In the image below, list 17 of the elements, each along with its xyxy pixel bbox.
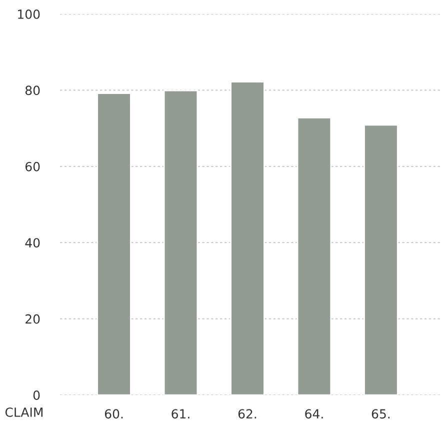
x-tick-label: 60. [104, 409, 123, 419]
y-tick-label: 100 [18, 9, 40, 19]
bar [163, 90, 198, 396]
y-tick-label: 0 [33, 390, 40, 400]
x-tick-label: 62. [238, 409, 256, 419]
x-tick-label: 64. [305, 409, 323, 419]
x-tick-label: 65. [372, 409, 390, 419]
y-tick-label: 80 [25, 86, 40, 96]
x-tick-label: 61. [172, 409, 190, 419]
bar [230, 81, 265, 396]
y-tick-label: 60 [26, 162, 40, 172]
bar [364, 124, 398, 396]
bar [296, 116, 332, 396]
x-axis-title: CLAIM [5, 407, 43, 417]
bar [96, 92, 132, 396]
y-tick-label: 20 [26, 314, 40, 324]
y-tick-label: 40 [25, 238, 40, 248]
